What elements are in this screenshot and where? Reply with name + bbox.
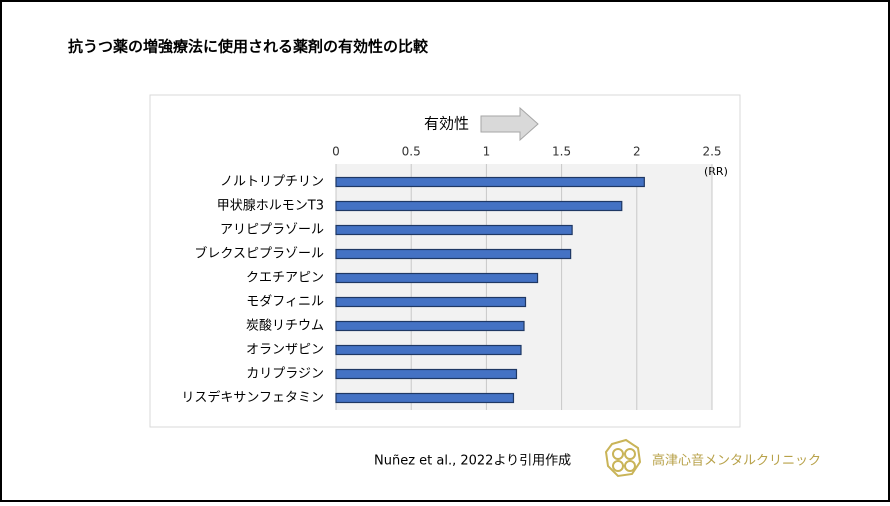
x-tick-label: 0.5 bbox=[402, 145, 421, 159]
y-tick-label: カリプラジン bbox=[246, 367, 324, 382]
y-tick-label: ノルトリプチリン bbox=[220, 175, 324, 190]
bar bbox=[335, 296, 527, 308]
bar bbox=[335, 320, 525, 332]
bar bbox=[335, 392, 515, 404]
bar bbox=[335, 176, 645, 188]
y-tick-label: 甲状腺ホルモンT3 bbox=[217, 199, 324, 214]
y-tick-label: ブレクスピプラゾール bbox=[194, 246, 324, 262]
x-tick-label: 2.5 bbox=[702, 145, 721, 159]
chart-title: 抗うつ薬の増強療法に使用される薬剤の有効性の比較 bbox=[68, 38, 429, 56]
arrow bbox=[480, 106, 539, 142]
y-tick-label: リスデキサンフェタミン bbox=[181, 390, 324, 406]
y-tick-label: 炭酸リチウム bbox=[246, 319, 324, 334]
bar bbox=[335, 344, 522, 356]
y-tick-label: オランザピン bbox=[246, 343, 324, 358]
logo-text: 高津心音メンタルクリニック bbox=[652, 453, 821, 469]
source: Nuñez et al., 2022より引用作成 bbox=[374, 454, 571, 469]
y-tick-label: クエチアピン bbox=[246, 271, 324, 286]
y-tick-label: モダフィニル bbox=[246, 295, 324, 310]
bar bbox=[335, 200, 623, 212]
unit-label: (RR) bbox=[704, 165, 728, 178]
bar bbox=[335, 248, 572, 260]
bar bbox=[335, 224, 573, 236]
x-tick-label: 1 bbox=[483, 145, 491, 159]
x-tick-label: 0 bbox=[332, 145, 340, 159]
annotation: 有効性 bbox=[424, 115, 469, 133]
y-tick-label: アリピプラゾール bbox=[220, 223, 324, 238]
x-tick-label: 2 bbox=[633, 145, 641, 159]
bar bbox=[335, 272, 539, 284]
logo bbox=[604, 438, 642, 478]
bar bbox=[335, 368, 518, 380]
x-tick-label: 1.5 bbox=[552, 145, 571, 159]
